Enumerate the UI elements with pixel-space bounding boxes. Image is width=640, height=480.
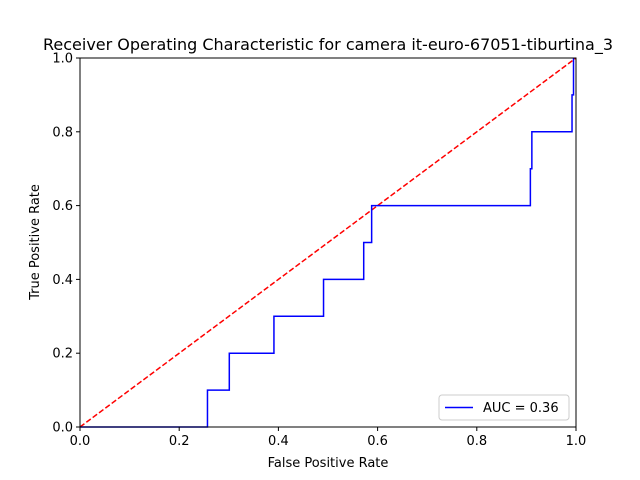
x-tick-label: 0.0 — [70, 434, 91, 449]
diagonal-reference-line — [79, 57, 577, 428]
x-tick-label: 1.0 — [566, 434, 587, 449]
x-tick-label: 0.8 — [466, 434, 487, 449]
plot-frame — [79, 57, 577, 428]
legend: AUC = 0.36 — [438, 394, 570, 421]
x-tick-label: 0.2 — [169, 434, 190, 449]
x-axis-label: False Positive Rate — [268, 456, 389, 471]
legend-frame — [438, 394, 570, 421]
y-tick-label: 0.2 — [52, 347, 73, 362]
x-tick-label: 0.6 — [367, 434, 388, 449]
roc-curve-line — [80, 58, 575, 428]
x-axis-ticks: 0.0 0.2 0.4 0.6 0.8 1.0 — [70, 427, 587, 449]
y-tick-label: 0.0 — [52, 421, 73, 436]
y-axis-label: True Positive Rate — [28, 184, 43, 301]
legend-label-auc: AUC = 0.36 — [483, 401, 559, 416]
y-tick-label: 0.8 — [52, 125, 73, 140]
y-tick-label: 1.0 — [52, 52, 73, 67]
plot-area — [79, 57, 577, 428]
y-tick-label: 0.6 — [52, 199, 73, 214]
series-layer — [79, 57, 577, 428]
y-tick-label: 0.4 — [52, 273, 73, 288]
chart-title: Receiver Operating Characteristic for ca… — [43, 35, 613, 55]
y-axis-ticks: 0.0 0.2 0.4 0.6 0.8 1.0 — [52, 52, 80, 436]
x-tick-label: 0.4 — [268, 434, 289, 449]
